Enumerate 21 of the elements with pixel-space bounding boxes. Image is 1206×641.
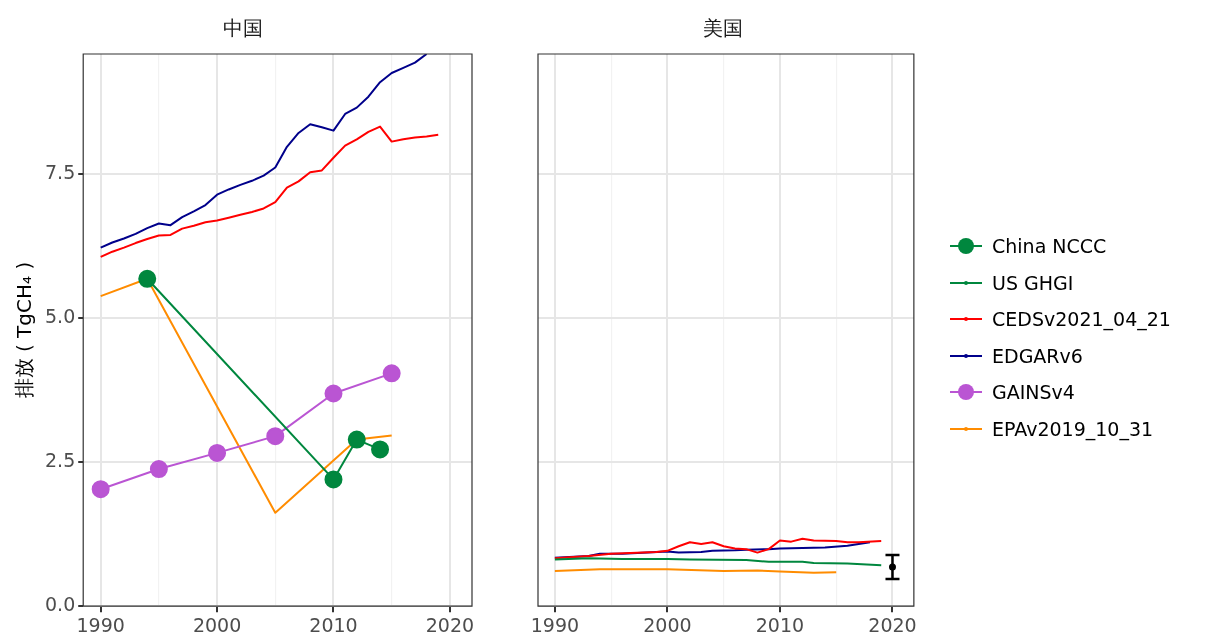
x-tick-label: 2020 (425, 613, 475, 636)
legend-label: CEDSv2021_04_21 (992, 308, 1171, 331)
x-tick-label: 1990 (530, 613, 580, 636)
x-tick-label: 2000 (192, 613, 242, 636)
legend-label: US GHGI (992, 271, 1074, 294)
x-tick-label: 2010 (755, 613, 805, 636)
x-tick-label: 1990 (76, 613, 125, 636)
y-tick-label: 0.0 (45, 593, 76, 616)
x-tick-label: 2020 (868, 613, 917, 636)
chart-title: 美国 (703, 16, 743, 41)
legend-label: GAINSv4 (992, 381, 1075, 404)
legend-label: EPAv2019_10_31 (992, 417, 1154, 440)
x-tick-label: 2010 (309, 613, 358, 636)
y-tick-label: 5.0 (45, 304, 76, 327)
x-tick-label: 2000 (643, 613, 692, 636)
chart-title: 中国 (223, 16, 263, 41)
y-axis-title: 排放 ( TgCH₄ ) (12, 261, 37, 399)
legend-label: China NCCC (992, 235, 1107, 258)
y-tick-label: 2.5 (45, 449, 76, 472)
y-tick-label: 7.5 (45, 160, 76, 183)
legend-label: EDGARv6 (992, 344, 1083, 367)
